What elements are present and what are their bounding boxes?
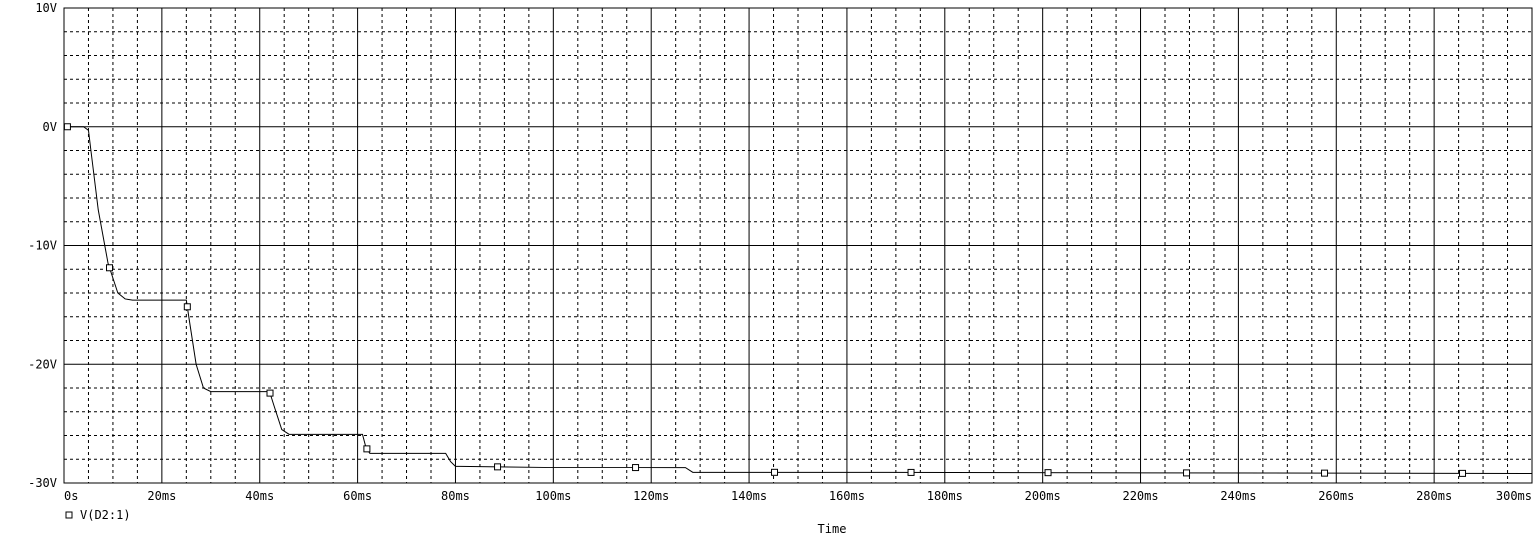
x-tick-label: 140ms — [731, 489, 767, 503]
series-marker — [363, 445, 371, 453]
plot-frame — [63, 7, 1533, 484]
x-tick-label: 200ms — [1025, 489, 1061, 503]
series-marker — [1183, 469, 1191, 477]
x-tick-label: 60ms — [343, 489, 372, 503]
series-marker — [1044, 469, 1052, 477]
y-tick-label: -20V — [28, 357, 57, 371]
y-tick-label: 0V — [43, 120, 57, 134]
x-tick-label: 100ms — [535, 489, 571, 503]
x-tick-label: 120ms — [633, 489, 669, 503]
x-tick-label: 260ms — [1318, 489, 1354, 503]
series-marker — [1321, 469, 1329, 477]
legend-marker — [65, 511, 73, 519]
series-marker — [1459, 469, 1467, 477]
x-tick-label: 80ms — [441, 489, 470, 503]
series-marker — [907, 468, 915, 476]
x-tick-label: 240ms — [1220, 489, 1256, 503]
x-tick-label: 220ms — [1122, 489, 1158, 503]
x-tick-label: 160ms — [829, 489, 865, 503]
y-tick-label: -30V — [28, 476, 57, 490]
x-tick-label: 20ms — [147, 489, 176, 503]
legend-label: V(D2:1) — [80, 508, 131, 522]
series-marker — [771, 468, 779, 476]
series-marker — [494, 463, 502, 471]
x-tick-label: 0s — [64, 489, 78, 503]
x-tick-label: 40ms — [245, 489, 274, 503]
x-tick-label: 300ms — [1496, 489, 1532, 503]
x-tick-label: 180ms — [927, 489, 963, 503]
y-tick-label: -10V — [28, 239, 57, 253]
series-marker — [266, 389, 274, 397]
series-marker — [63, 123, 71, 131]
series-marker — [183, 303, 191, 311]
series-line — [64, 126, 1533, 474]
x-axis-label: Time — [818, 522, 847, 536]
x-tick-label: 280ms — [1416, 489, 1452, 503]
y-tick-label: 10V — [35, 1, 57, 15]
series-marker — [632, 464, 640, 472]
series-marker — [106, 264, 114, 272]
